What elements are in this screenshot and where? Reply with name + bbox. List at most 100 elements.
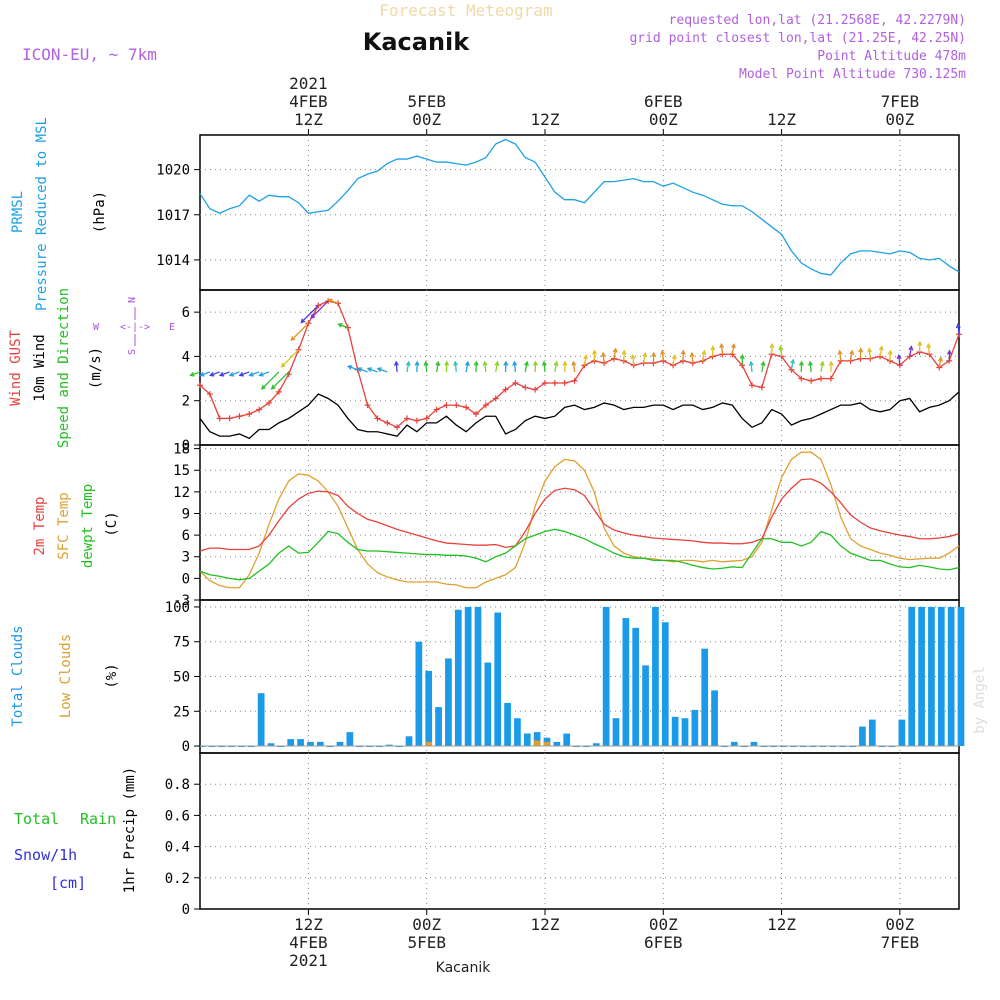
wind-arrow-head <box>327 298 333 304</box>
wind-arrow-head <box>680 349 686 355</box>
total-cloud-bar <box>415 641 423 747</box>
total-cloud-bar <box>622 618 630 747</box>
temp-label-dewpt: dewpt Temp <box>80 484 96 568</box>
wind-arrow-head <box>199 371 205 377</box>
total-cloud-bar <box>592 743 600 747</box>
pressure-line <box>199 138 960 276</box>
wind-arrow-head <box>494 360 500 367</box>
wind-arrow-head <box>218 371 225 377</box>
y-tick-label: 6 <box>182 528 190 544</box>
y-tick-label: 75 <box>173 635 190 651</box>
wind-arrow-head <box>739 353 745 360</box>
wind-arrow-head <box>189 371 195 377</box>
precip-panel-labels: Total Rain Snow/1h [cm] 1hr Precip (mm) <box>14 767 138 893</box>
wind-arrow-head <box>878 345 884 351</box>
y-tick-label: 4 <box>182 349 190 365</box>
wind-direction-arrow <box>281 349 300 368</box>
total-cloud-bar <box>533 732 541 747</box>
total-cloud-bar <box>612 718 620 747</box>
total-cloud-bar <box>652 606 659 747</box>
wind-direction-arrow <box>702 350 706 361</box>
compass-north: N <box>127 297 138 303</box>
wind-arrow-head <box>887 349 893 355</box>
x-tick-label-top: 6FEB <box>644 92 683 111</box>
gust-marker <box>197 382 203 389</box>
total-cloud-bar <box>918 606 925 747</box>
wind-direction-arrow <box>229 371 240 376</box>
y-tick-label: 0.8 <box>165 777 190 793</box>
total-cloud-bar <box>553 741 561 747</box>
total-cloud-bar <box>957 606 965 747</box>
wind-arrow-head <box>248 371 254 377</box>
wind-arrow-head <box>819 360 825 367</box>
y-tick-label: 0 <box>182 438 190 454</box>
sfc-temp-line <box>199 451 960 589</box>
wind-arrow-head <box>621 349 627 355</box>
wind-arrow-head <box>423 360 429 366</box>
y-tick-label: 100 <box>165 600 190 616</box>
wind-arrow-head <box>280 362 286 368</box>
x-tick-label-bottom: 7FEB <box>881 933 920 952</box>
wind-arrow-head <box>473 360 479 366</box>
y-tick-label: 0 <box>182 739 190 755</box>
wind-direction-arrow <box>406 361 410 373</box>
total-cloud-bar <box>454 609 462 747</box>
total-cloud-bar <box>385 744 393 747</box>
info-gridpoint: grid point closest lon,lat (21.25E, 42.2… <box>629 31 966 46</box>
wind-direction-arrow <box>271 371 290 390</box>
compass-arrow: <-|-> <box>120 322 150 333</box>
gust-marker <box>256 406 263 413</box>
wind-direction-arrow <box>583 355 587 366</box>
total-cloud-bar <box>908 606 916 747</box>
wind-arrow-head <box>435 360 441 367</box>
wind-arrow-head <box>260 384 266 390</box>
wind-direction-arrow <box>395 361 398 372</box>
wind-arrow-head <box>807 360 813 366</box>
wind-arrow-head <box>258 371 264 377</box>
wind-direction-arrow <box>495 361 499 373</box>
wind-direction-arrow <box>602 353 605 364</box>
wind-arrow-head <box>642 351 648 358</box>
gust-marker <box>808 377 815 384</box>
total-cloud-bar <box>937 606 945 747</box>
precip-label-rain: Rain <box>80 810 116 828</box>
total-cloud-bar <box>316 741 324 747</box>
total-cloud-bar <box>602 606 610 747</box>
y-tick-label: 1017 <box>156 208 190 224</box>
wind-arrow-head <box>799 360 805 366</box>
info-model-altitude: Model Point Altitude 730.125m <box>739 67 966 82</box>
wind-arrow-head <box>689 351 695 358</box>
wind-direction-arrow <box>465 361 469 373</box>
wind-arrow-head <box>592 349 598 355</box>
total-cloud-bar <box>504 702 511 747</box>
gust-marker <box>443 402 450 409</box>
wind-arrow-head <box>366 367 373 372</box>
wind-direction-arrow <box>898 355 901 366</box>
wind-direction-arrow <box>348 365 358 371</box>
wind-direction-arrow <box>632 355 635 366</box>
wind-arrow-head <box>209 371 215 377</box>
total-cloud-bar <box>868 719 876 747</box>
wind-direction-arrow <box>879 346 883 357</box>
wind-arrow-head <box>532 360 538 366</box>
wind-arrow-head <box>896 353 902 360</box>
wind-arrow-head <box>760 360 766 367</box>
y-tick-label: 18 <box>173 442 190 458</box>
low-cloud-bar <box>425 741 433 747</box>
wind-arrow-head <box>671 354 677 360</box>
compass-south: S <box>127 349 138 355</box>
gust-marker <box>571 377 578 384</box>
total-cloud-bar <box>661 622 669 747</box>
wind-arrow-head <box>651 351 657 357</box>
total-cloud-bar <box>730 741 738 747</box>
wind-arrow-head <box>858 347 864 353</box>
temp-panel-labels: 2m Temp SFC Temp dewpt Temp (C) <box>32 484 120 568</box>
wind-direction-arrow <box>957 324 960 335</box>
x-tick-label-top: 00Z <box>649 110 678 129</box>
low-cloud-bar <box>533 740 541 747</box>
wind-arrow-head <box>612 347 618 353</box>
precip-label-cm: [cm] <box>50 874 86 892</box>
wind-direction-arrow <box>190 371 201 376</box>
wind-arrow-head <box>453 360 459 366</box>
